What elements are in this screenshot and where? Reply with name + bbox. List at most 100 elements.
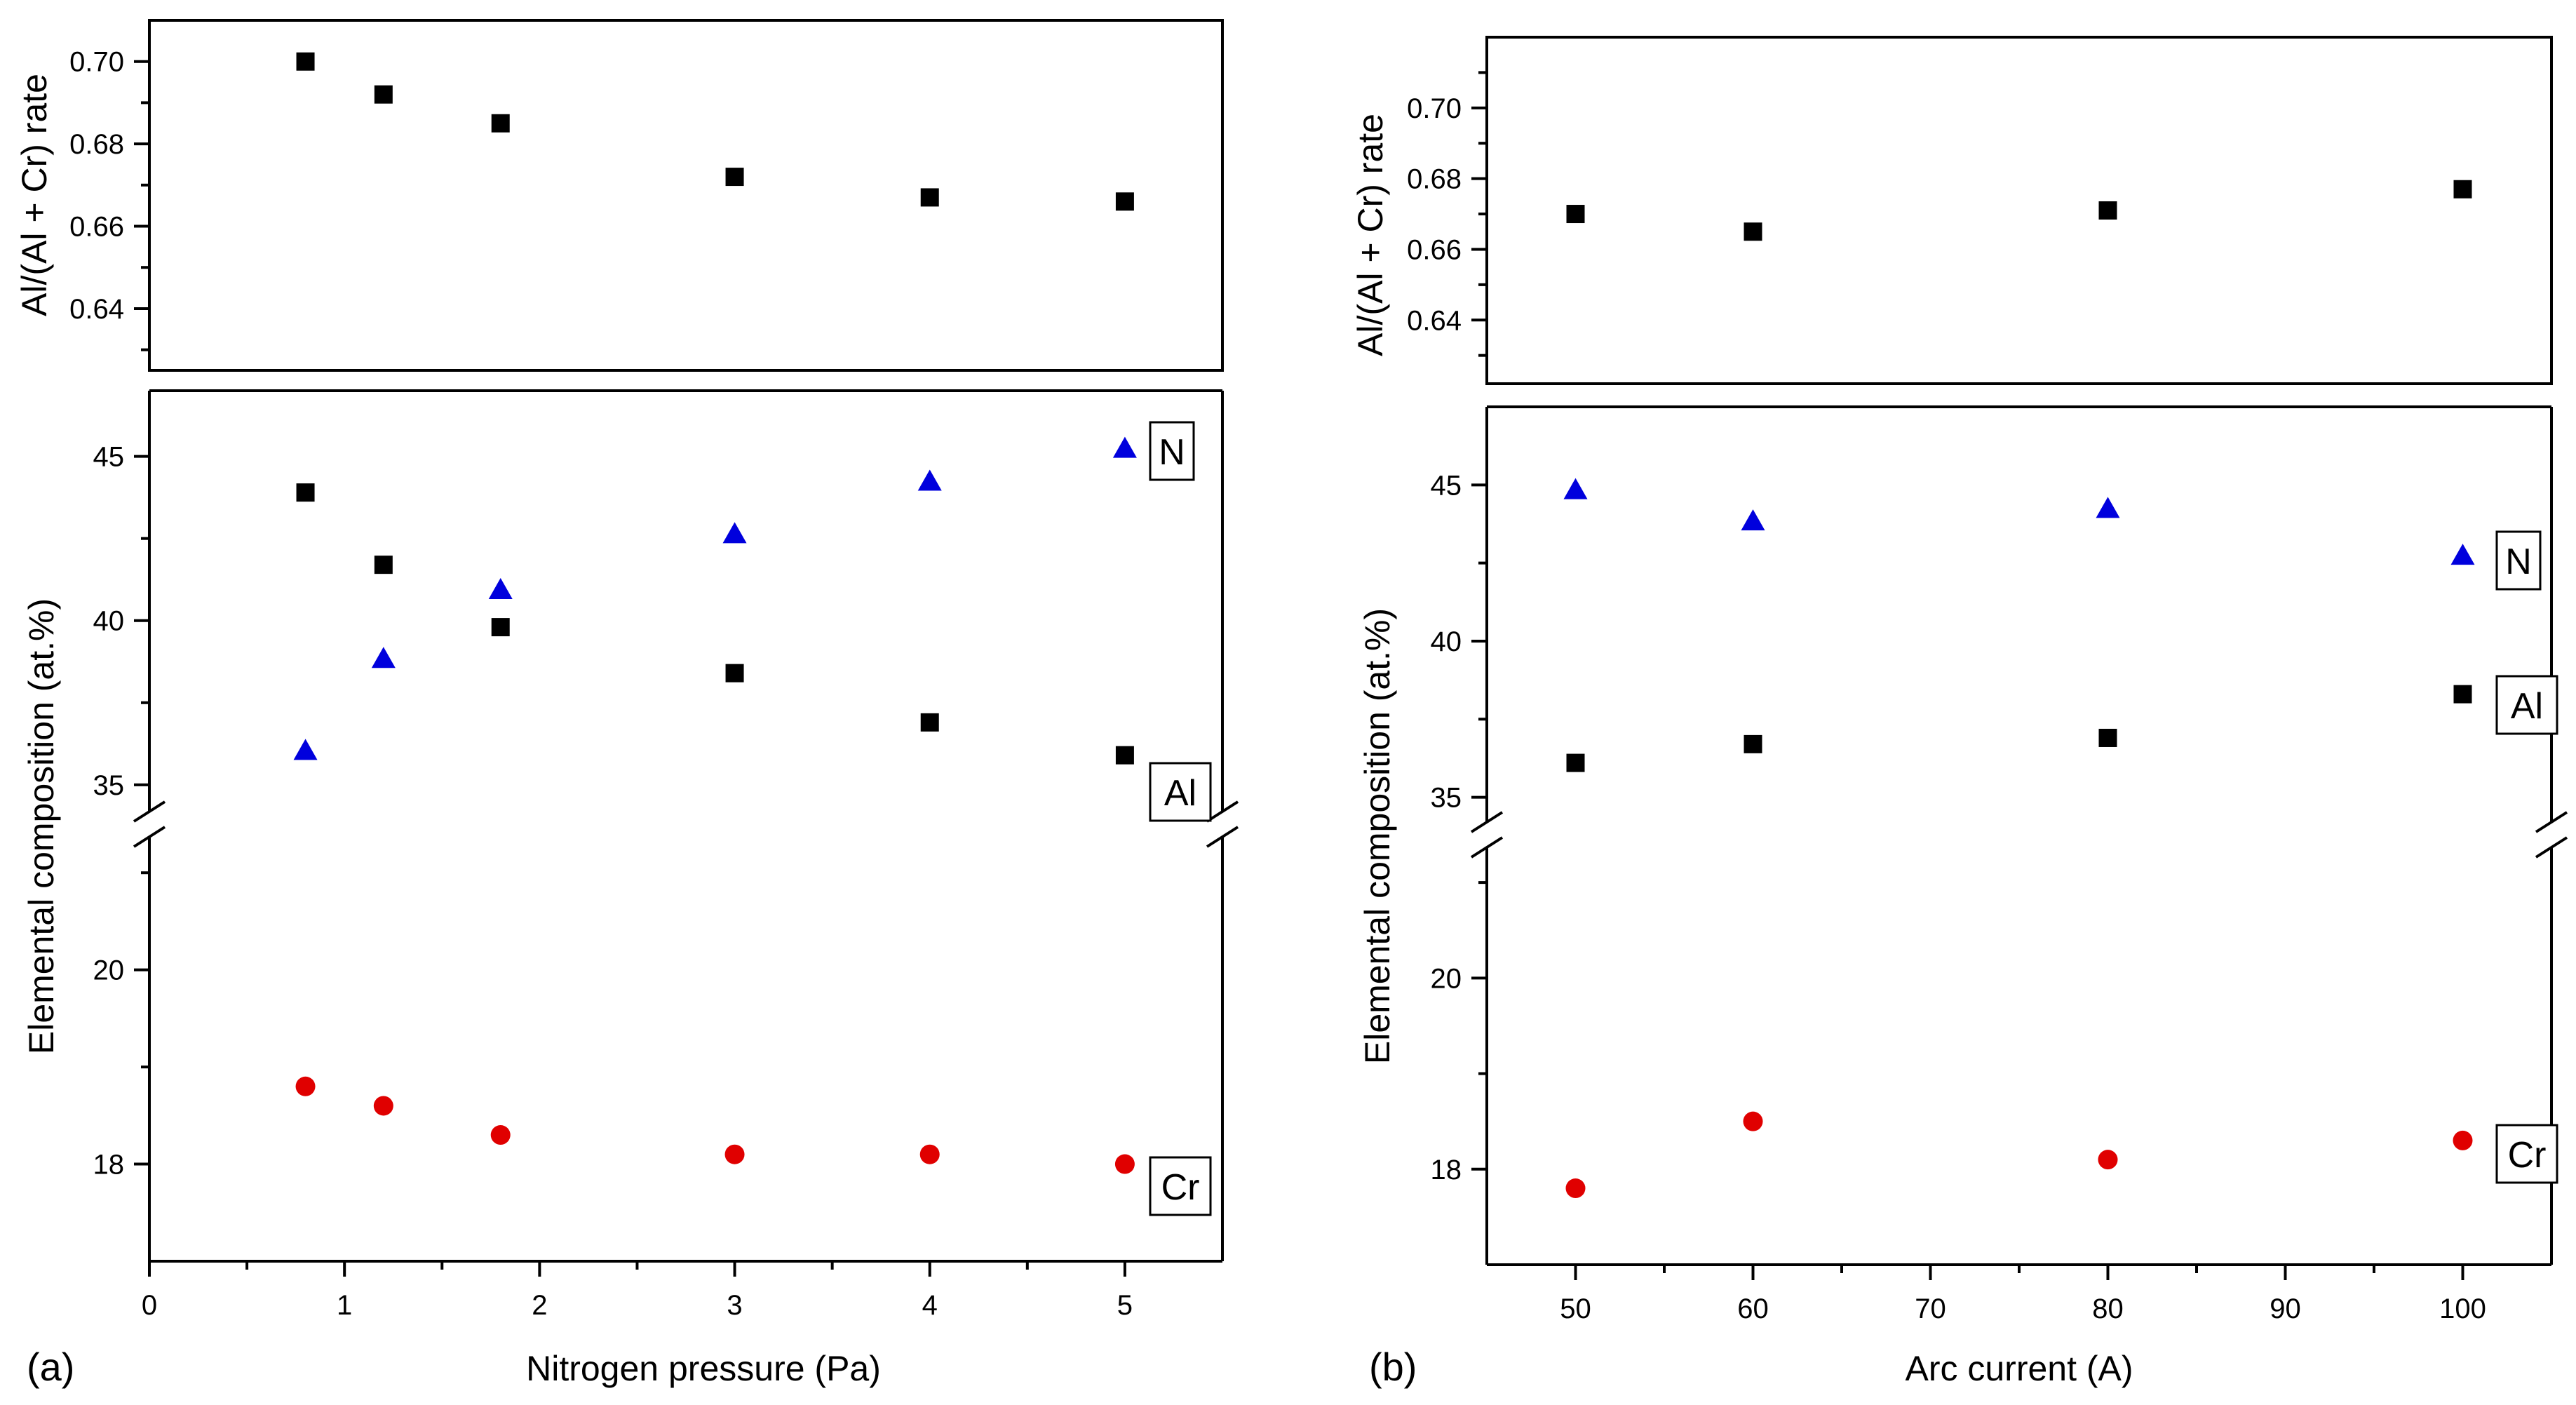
point-N-1 bbox=[371, 647, 396, 668]
point-ratio-4 bbox=[920, 188, 939, 207]
point-ratio-5 bbox=[1115, 192, 1134, 211]
series-label-Cr: Cr bbox=[2508, 1135, 2547, 1176]
y-tick-label-upper: 35 bbox=[1431, 783, 1462, 814]
label-box-Cr bbox=[2495, 1124, 2558, 1184]
point-Al-1 bbox=[1744, 734, 1762, 753]
x-tick-label: 2 bbox=[532, 1290, 547, 1321]
top-plot-frame bbox=[1485, 36, 2553, 385]
series-label-N: N bbox=[2505, 542, 2532, 582]
x-tick-label: 50 bbox=[1560, 1293, 1591, 1324]
label-box-N bbox=[1149, 421, 1195, 481]
y-tick-label-lower: 18 bbox=[1431, 1155, 1462, 1185]
point-Al-0 bbox=[1566, 753, 1585, 772]
point-Al-0 bbox=[296, 483, 315, 502]
point-Cr-3 bbox=[724, 1144, 745, 1164]
axis-break-mark bbox=[1206, 826, 1239, 848]
x-axis-label: Nitrogen pressure (Pa) bbox=[526, 1349, 881, 1388]
point-Cr-0 bbox=[295, 1076, 316, 1096]
series-Al: Al bbox=[1566, 675, 2558, 772]
point-ratio-2 bbox=[491, 114, 510, 133]
x-axis-label: Arc current (A) bbox=[1905, 1349, 2133, 1388]
bottom-plot-b: 35 40 45 18 20 Elemental composition (at.%) 50… bbox=[1358, 405, 2568, 1389]
y-tick-label-lower: 20 bbox=[93, 955, 125, 986]
top-y-axis-label: Al/(Al + Cr) rate bbox=[1351, 114, 1390, 356]
y-tick-label-top: 0.66 bbox=[1407, 234, 1462, 265]
axis-break-mark bbox=[2535, 811, 2568, 833]
y-tick-label-top: 0.64 bbox=[1407, 305, 1462, 336]
series-label-Al: Al bbox=[2511, 686, 2543, 727]
y-tick-label-upper: 45 bbox=[1431, 470, 1462, 501]
point-Al-2 bbox=[2098, 728, 2117, 747]
x-tick-label: 0 bbox=[142, 1290, 157, 1321]
point-ratio-0 bbox=[296, 52, 315, 71]
y-tick-label-top: 0.64 bbox=[69, 294, 124, 325]
point-N-5 bbox=[1112, 436, 1137, 458]
point-Cr-2 bbox=[490, 1125, 511, 1145]
bottom-y-axis-label: Elemental composition (at.%) bbox=[22, 598, 61, 1054]
x-tick-label: 60 bbox=[1737, 1293, 1769, 1324]
series-label-N: N bbox=[1159, 432, 1185, 473]
panel-label: (b) bbox=[1369, 1345, 1417, 1389]
point-Cr-1 bbox=[373, 1096, 393, 1116]
y-tick-label-top: 0.68 bbox=[69, 129, 124, 160]
axis-break-mark bbox=[1206, 800, 1239, 823]
axis-break-mark bbox=[2535, 836, 2568, 859]
point-ratio-3 bbox=[2453, 180, 2472, 199]
point-N-0 bbox=[1563, 478, 1588, 499]
series-Al: Al bbox=[296, 483, 1212, 822]
bottom-y-axis-label: Elemental composition (at.%) bbox=[1358, 608, 1397, 1064]
point-ratio-2 bbox=[2098, 201, 2117, 220]
point-Al-3 bbox=[2453, 685, 2472, 704]
x-tick-label: 80 bbox=[2092, 1293, 2124, 1324]
x-tick-label: 5 bbox=[1117, 1290, 1133, 1321]
point-Al-1 bbox=[374, 556, 393, 574]
label-box-Al bbox=[2495, 675, 2558, 735]
top-plot-b: 0.64 0.66 0.68 0.70 Al/(Al + Cr) rate bbox=[1351, 36, 2553, 385]
label-box-Cr bbox=[1149, 1156, 1212, 1216]
top-plot-a: 0.64 0.66 0.68 0.70 Al/(Al + Cr) rate bbox=[15, 19, 1224, 372]
point-Cr-3 bbox=[2453, 1130, 2473, 1150]
point-ratio-1 bbox=[1744, 222, 1762, 241]
point-Cr-1 bbox=[1743, 1111, 1763, 1131]
point-N-3 bbox=[2450, 544, 2475, 565]
point-Al-5 bbox=[1115, 746, 1134, 765]
label-box-N bbox=[2495, 530, 2542, 591]
point-N-0 bbox=[293, 739, 318, 760]
y-tick-label-upper: 40 bbox=[1431, 626, 1462, 657]
series-N: N bbox=[293, 421, 1195, 760]
point-ratio-0 bbox=[1566, 205, 1585, 224]
series-Al/(Al+Cr) bbox=[296, 52, 1134, 211]
x-tick-label: 4 bbox=[922, 1290, 938, 1321]
y-tick-label-upper: 35 bbox=[93, 770, 125, 801]
point-Al-4 bbox=[920, 713, 939, 732]
x-tick-label: 70 bbox=[1915, 1293, 1946, 1324]
y-tick-label-lower: 20 bbox=[1431, 963, 1462, 994]
y-tick-label-top: 0.68 bbox=[1407, 164, 1462, 195]
point-ratio-1 bbox=[374, 85, 393, 104]
point-ratio-3 bbox=[725, 168, 744, 187]
series-label-Cr: Cr bbox=[1161, 1167, 1200, 1208]
axis-break-mark bbox=[133, 800, 166, 823]
point-Al-3 bbox=[725, 664, 744, 683]
top-y-axis-label: Al/(Al + Cr) rate bbox=[15, 74, 54, 316]
series-Cr: Cr bbox=[1565, 1111, 2558, 1199]
y-tick-label-top: 0.66 bbox=[69, 212, 124, 243]
point-Cr-0 bbox=[1565, 1178, 1586, 1199]
point-Cr-2 bbox=[2098, 1150, 2118, 1170]
point-N-2 bbox=[2096, 497, 2120, 518]
x-tick-label: 3 bbox=[727, 1290, 742, 1321]
point-Cr-5 bbox=[1114, 1154, 1135, 1174]
series-Al/(Al+Cr) bbox=[1566, 180, 2472, 241]
y-tick-label-lower: 18 bbox=[93, 1150, 125, 1181]
point-N-3 bbox=[722, 522, 747, 544]
panel-b: 0.64 0.66 0.68 0.70 Al/(Al + Cr) rate 35 40 45 1… bbox=[1351, 36, 2568, 1389]
series-Cr: Cr bbox=[295, 1076, 1212, 1216]
series-N: N bbox=[1563, 478, 2542, 591]
x-tick-label: 1 bbox=[337, 1290, 352, 1321]
point-Al-2 bbox=[491, 618, 510, 637]
y-tick-label-top: 0.70 bbox=[69, 47, 124, 78]
y-tick-label-top: 0.70 bbox=[1407, 93, 1462, 124]
